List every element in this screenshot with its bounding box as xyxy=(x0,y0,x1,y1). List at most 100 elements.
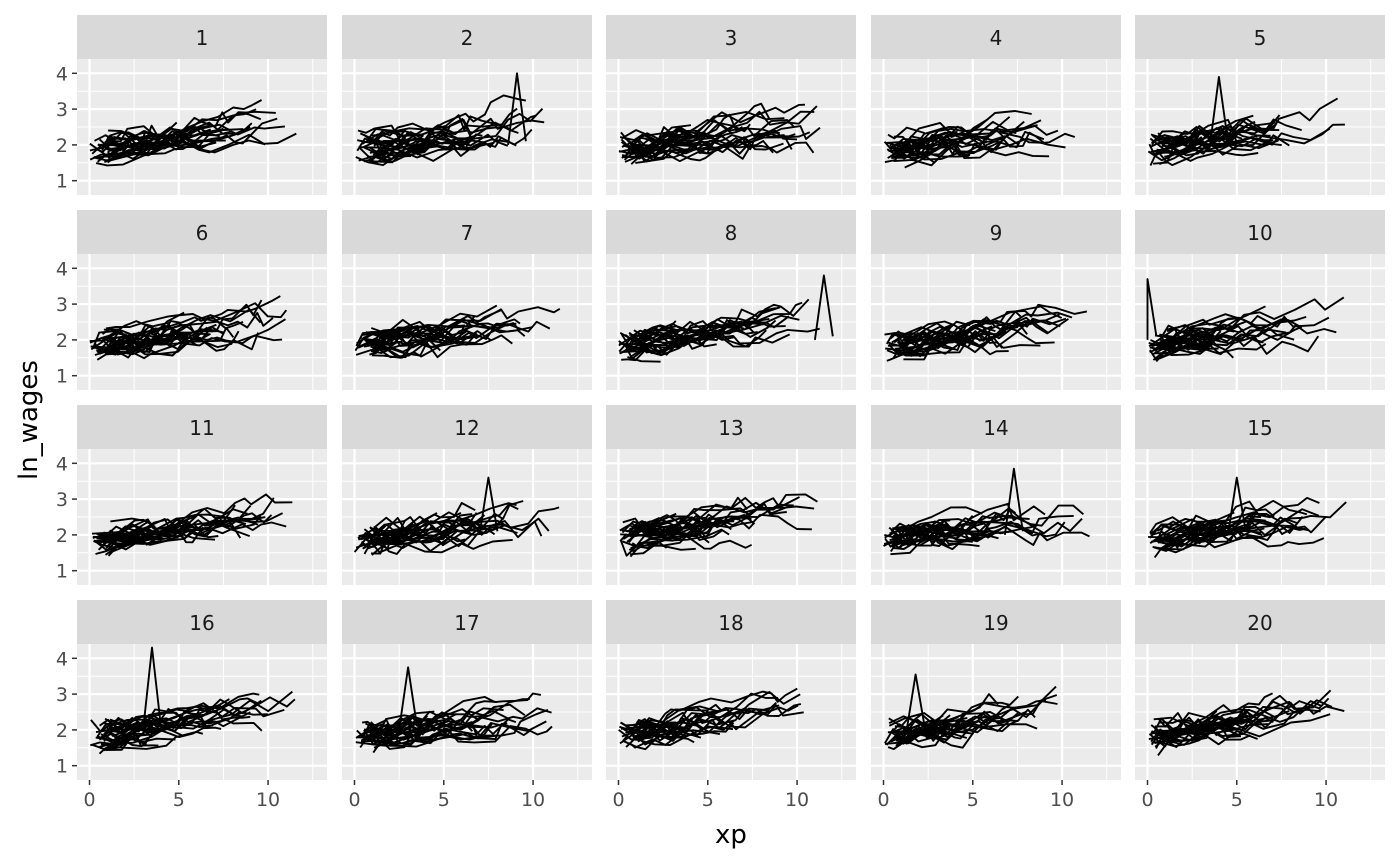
facet-panel-17: 17 0 5 10 xyxy=(342,600,592,811)
facet-strip xyxy=(606,600,856,644)
individual-line xyxy=(369,707,552,738)
individual-line xyxy=(625,113,743,156)
facet-strip xyxy=(77,405,327,449)
individual-line xyxy=(887,528,962,545)
individual-line xyxy=(1167,496,1320,530)
individual-line xyxy=(637,722,735,742)
individual-line xyxy=(621,531,710,550)
individual-line xyxy=(1168,118,1259,149)
facet-label: 5 xyxy=(1254,26,1267,50)
facet-strip xyxy=(342,210,592,254)
x-tick-label: 10 xyxy=(1314,789,1338,811)
individual-line xyxy=(358,107,518,151)
individual-line xyxy=(100,730,204,750)
facet-panel-13: 13 xyxy=(606,405,856,585)
x-tick-label: 0 xyxy=(1141,789,1153,811)
individual-line xyxy=(888,116,1011,153)
facet-label: 2 xyxy=(461,26,474,50)
y-tick-label: 2 xyxy=(56,135,68,157)
individual-line xyxy=(620,328,758,354)
individual-line xyxy=(109,110,276,143)
individual-line xyxy=(628,527,665,537)
peak-line xyxy=(507,72,527,146)
y-tick-label: 1 xyxy=(56,561,68,583)
facet-label: 4 xyxy=(990,26,1003,50)
individual-line xyxy=(372,148,412,158)
individual-line xyxy=(1158,689,1332,727)
individual-line xyxy=(95,531,216,555)
individual-line xyxy=(1157,537,1215,547)
individual-line xyxy=(107,117,278,164)
individual-line xyxy=(363,135,475,160)
facet-strip xyxy=(871,600,1121,644)
series-lines xyxy=(1147,75,1345,167)
individual-line xyxy=(630,141,815,160)
series-lines xyxy=(355,666,553,754)
y-tick-label: 4 xyxy=(56,258,68,280)
individual-line xyxy=(105,526,204,550)
y-tick-label: 4 xyxy=(56,63,68,85)
series-lines xyxy=(884,303,1088,362)
individual-line xyxy=(1164,501,1347,550)
individual-line xyxy=(629,505,815,530)
peak-line xyxy=(478,476,499,536)
individual-line xyxy=(1152,526,1263,548)
individual-line xyxy=(1157,723,1241,756)
individual-line xyxy=(105,698,262,737)
individual-line xyxy=(89,325,225,344)
x-tick-label: 5 xyxy=(173,789,185,811)
individual-line xyxy=(357,130,424,148)
individual-line xyxy=(884,699,1047,744)
facet-panel-9: 9 xyxy=(871,210,1121,390)
individual-line xyxy=(107,132,297,157)
individual-line xyxy=(898,506,983,534)
individual-line xyxy=(371,318,521,359)
individual-line xyxy=(886,319,1019,355)
individual-line xyxy=(105,302,288,330)
facet-label: 13 xyxy=(718,416,743,440)
facet-strip xyxy=(606,405,856,449)
series-lines xyxy=(618,274,834,363)
x-tick-label: 10 xyxy=(1050,789,1074,811)
individual-line xyxy=(622,134,793,162)
y-tick-label: 1 xyxy=(56,366,68,388)
individual-line xyxy=(637,140,774,163)
peak-line xyxy=(398,666,418,731)
y-tick-label: 2 xyxy=(56,720,68,742)
individual-line xyxy=(96,735,147,746)
series-lines xyxy=(91,493,293,557)
peak-line xyxy=(1146,278,1158,340)
facet-strip xyxy=(1135,15,1385,59)
individual-line xyxy=(618,721,677,741)
individual-line xyxy=(630,529,724,556)
facet-strip xyxy=(1135,210,1385,254)
individual-line xyxy=(1158,520,1262,540)
individual-line xyxy=(891,118,989,148)
facet-panel-2: 2 xyxy=(342,15,592,195)
facet-panel-14: 14 xyxy=(871,405,1121,585)
individual-line xyxy=(622,515,715,537)
y-tick-label: 3 xyxy=(56,99,68,121)
individual-line xyxy=(889,313,1060,344)
individual-line xyxy=(106,128,212,146)
individual-line xyxy=(104,140,169,163)
individual-line xyxy=(372,526,411,546)
individual-line xyxy=(638,139,707,157)
peak-line xyxy=(1003,467,1024,536)
individual-line xyxy=(370,330,410,337)
facet-panel-6: 6 1 2 3 4 xyxy=(56,210,327,390)
peak-line xyxy=(142,646,162,731)
facet-strip xyxy=(77,210,327,254)
individual-line xyxy=(372,138,495,155)
facet-label: 11 xyxy=(189,416,214,440)
individual-line xyxy=(884,732,974,749)
individual-line xyxy=(621,708,746,738)
individual-line xyxy=(902,337,955,357)
y-tick-label: 1 xyxy=(56,756,68,778)
peak-line xyxy=(905,673,926,731)
facet-panel-7: 7 xyxy=(342,210,592,390)
individual-line xyxy=(109,721,157,735)
individual-line xyxy=(103,320,217,341)
facet-panel-8: 8 xyxy=(606,210,856,390)
